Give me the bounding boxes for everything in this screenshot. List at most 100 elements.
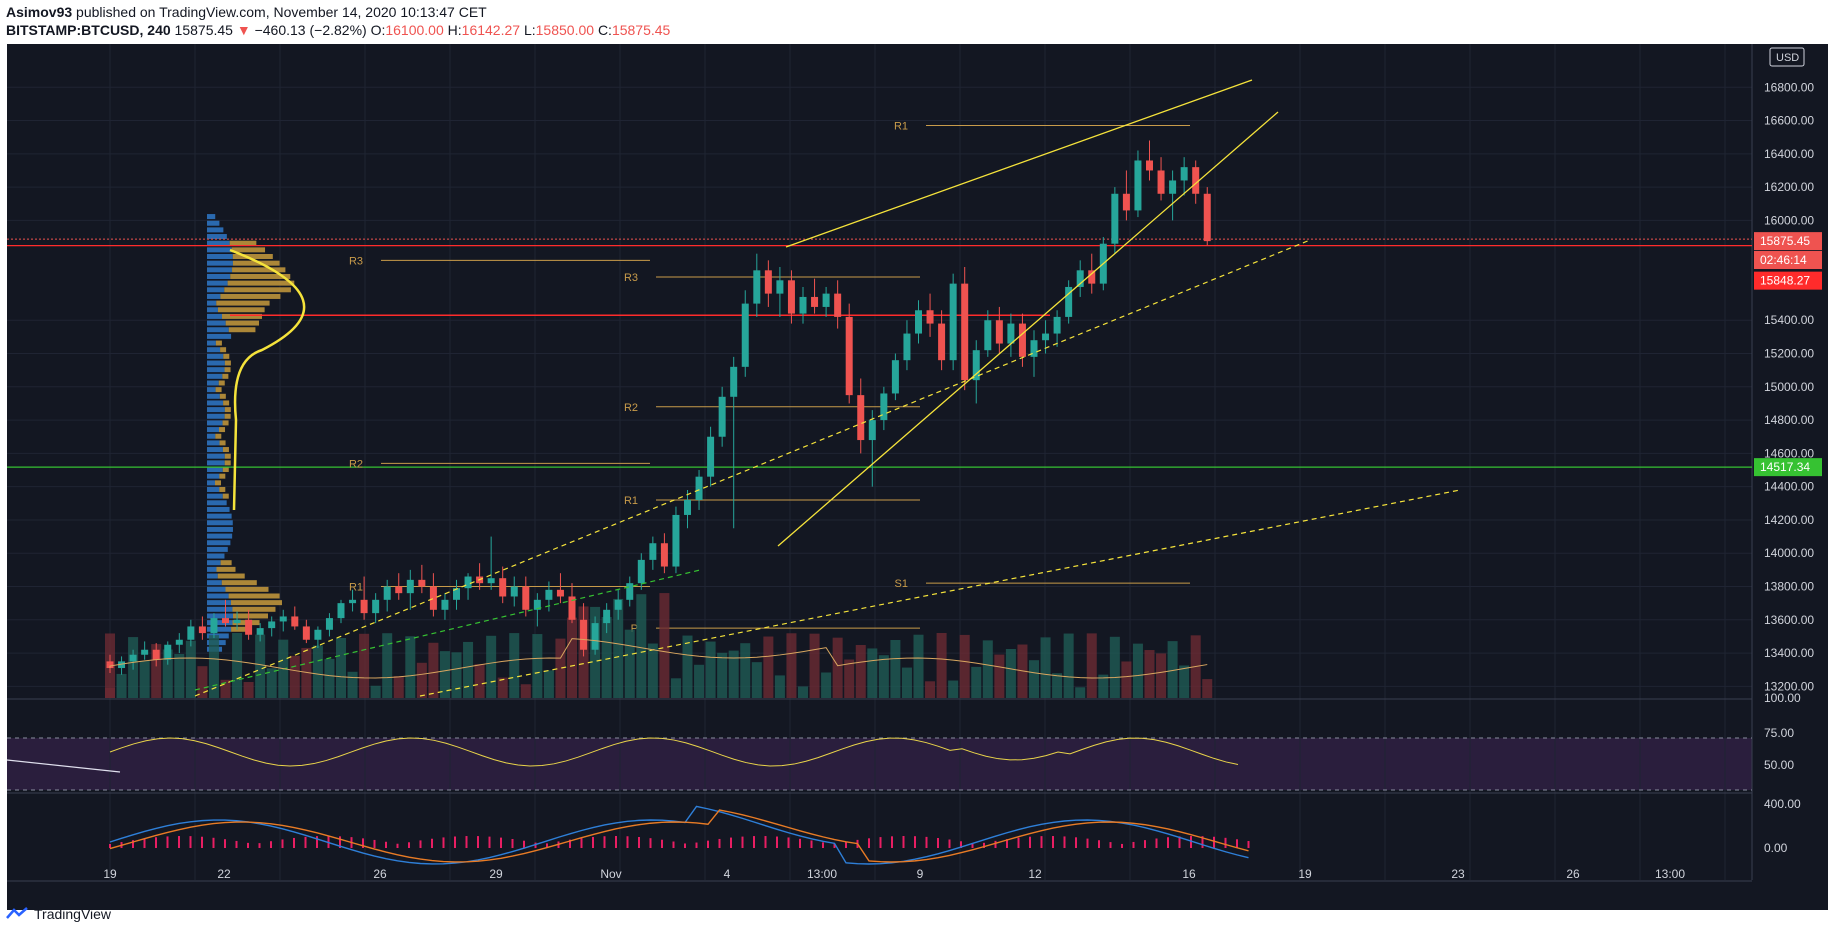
volume-profile-bar [207, 374, 222, 379]
volume-profile-bar [222, 580, 257, 585]
volume-bar [994, 655, 1004, 698]
candle-body [499, 578, 506, 596]
candle-body [222, 618, 229, 623]
volume-profile-bar [219, 474, 225, 479]
tradingview-logo[interactable]: TradingView [6, 906, 111, 922]
volume-profile-bar [207, 607, 232, 612]
volume-profile-bar [223, 494, 229, 499]
volume-profile-bar [207, 454, 225, 459]
volume-bar [174, 654, 184, 698]
volume-profile-bar [216, 301, 269, 306]
price-label-text: 02:46:14 [1760, 253, 1807, 267]
volume-profile-bar [207, 341, 216, 346]
volume-bar [417, 663, 427, 698]
candle-body [257, 628, 264, 635]
candle-body [869, 420, 876, 440]
candle-body [776, 280, 783, 293]
volume-profile-bar [226, 321, 259, 326]
volume-bar [1064, 634, 1074, 698]
volume-profile-bar [221, 560, 232, 565]
candle-body [545, 590, 552, 600]
volume-profile-bar [233, 613, 268, 618]
volume-profile-bar [223, 447, 229, 452]
volume-profile-bar [207, 400, 223, 405]
candle-body [672, 515, 679, 567]
price-axis-tick: 15000.00 [1764, 380, 1814, 394]
pivot-level-label: R3 [349, 255, 363, 267]
pivot-level-label: R1 [349, 582, 363, 594]
volume-profile-bar [207, 500, 227, 505]
volume-bar [844, 660, 854, 698]
candle-body [800, 297, 807, 314]
volume-profile-bar [207, 440, 220, 445]
volume-profile-bar [207, 227, 223, 232]
volume-profile-bar [231, 600, 282, 605]
volume-profile-bar [207, 494, 223, 499]
candle-body [592, 623, 599, 650]
candle-body [846, 317, 853, 395]
volume-profile-bar [207, 394, 220, 399]
volume-profile-bar [207, 347, 220, 352]
volume-bar [683, 636, 693, 698]
volume-bar [532, 634, 542, 698]
volume-profile-bar [207, 380, 219, 385]
candle-body [661, 543, 668, 566]
volume-bar [706, 642, 716, 698]
candle-body [1111, 194, 1118, 244]
candle-body [488, 578, 495, 583]
volume-profile-bar [216, 341, 222, 346]
volume-profile-bar [207, 447, 223, 452]
volume-profile-bar [225, 454, 231, 459]
candle-body [338, 603, 345, 618]
candle-body [349, 600, 356, 603]
volume-bar [983, 640, 993, 698]
price-axis-tick: 15400.00 [1764, 313, 1814, 327]
volume-profile-bar [225, 414, 231, 419]
time-axis-tick: 16 [1182, 867, 1196, 881]
candle-body [187, 626, 194, 639]
rsi-axis-tick: 75.00 [1764, 726, 1794, 740]
volume-profile-bar [207, 567, 216, 572]
candle-body [707, 437, 714, 477]
candle-body [361, 600, 368, 613]
candle-body [730, 367, 737, 397]
volume-bar [348, 672, 358, 698]
volume-profile-bar [207, 474, 219, 479]
volume-bar [856, 645, 866, 698]
volume-bar [1202, 679, 1212, 698]
candle-body [511, 587, 518, 597]
volume-bar [914, 635, 924, 698]
price-axis-tick: 14000.00 [1764, 546, 1814, 560]
candle-body [1019, 324, 1026, 357]
tradingview-icon [6, 907, 28, 921]
candle-body [603, 610, 610, 623]
price-axis-tick: 13600.00 [1764, 613, 1814, 627]
volume-bar [498, 678, 508, 698]
price-axis-tick: 16800.00 [1764, 80, 1814, 94]
volume-bar [925, 681, 935, 698]
candle-body [834, 294, 841, 317]
volume-profile-bar [207, 514, 232, 519]
volume-profile-bar [207, 480, 215, 485]
volume-bar [636, 594, 646, 698]
candle-body [823, 294, 830, 307]
candle-body [788, 280, 795, 313]
volume-bar [902, 668, 912, 698]
candle-body [407, 580, 414, 593]
candle-body [280, 616, 287, 621]
price-label-text: 14517.34 [1760, 460, 1810, 474]
candle-body [1042, 334, 1049, 341]
candle-body [753, 270, 760, 303]
price-axis-background [1752, 44, 1828, 910]
candle-body [892, 360, 899, 393]
volume-bar [659, 593, 669, 698]
candle-body [1204, 194, 1211, 241]
volume-profile-bar [216, 387, 222, 392]
volume-bar [740, 643, 750, 698]
pivot-level-label: R3 [624, 272, 638, 284]
volume-bar [960, 635, 970, 698]
macd-axis-tick: 0.00 [1764, 841, 1788, 855]
candle-body [684, 500, 691, 515]
volume-bar [1133, 644, 1143, 698]
